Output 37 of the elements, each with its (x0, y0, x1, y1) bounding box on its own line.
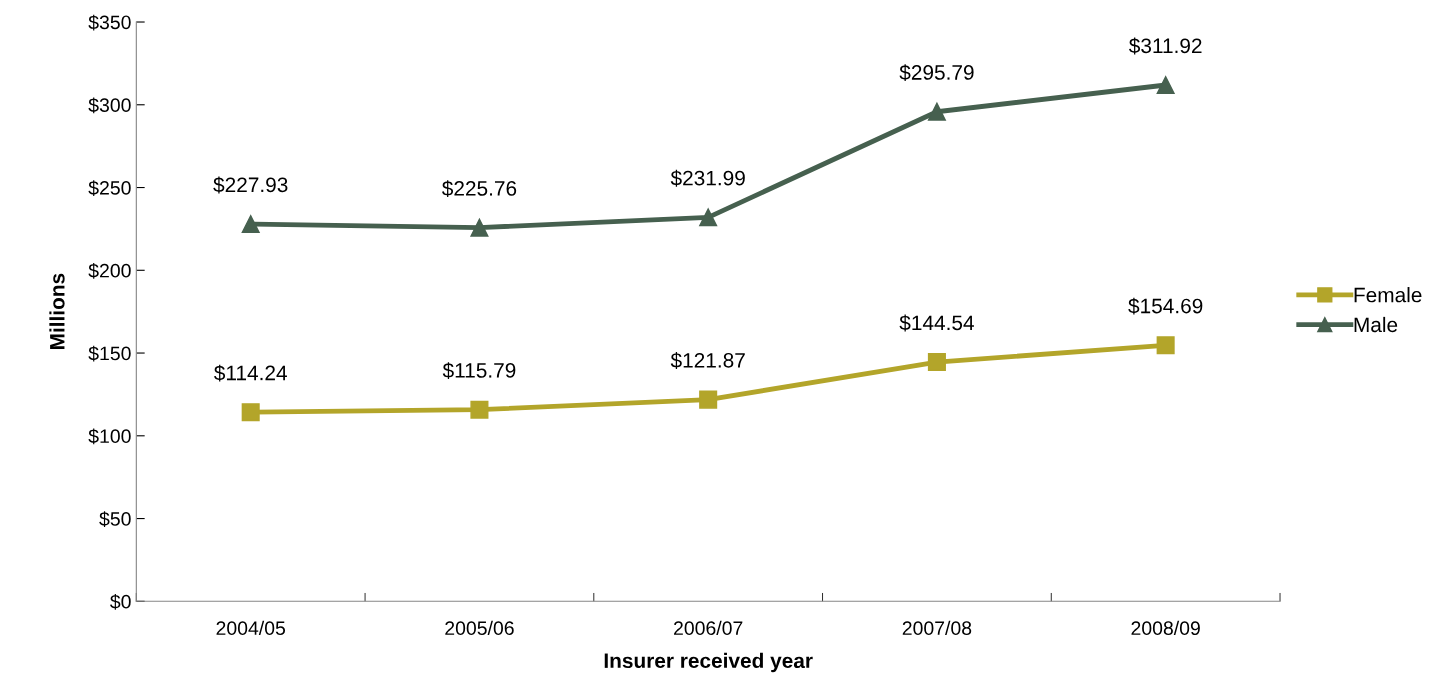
point (470, 400, 489, 419)
x-tick-label: 2007/08 (902, 620, 972, 636)
point (699, 390, 718, 409)
legend-label: Female (1354, 287, 1422, 303)
y-tick-label: $300 (88, 97, 131, 114)
point (1156, 336, 1175, 355)
point (241, 403, 260, 422)
y-tick-label: $50 (99, 511, 131, 527)
point (927, 353, 946, 372)
y-tick-label: $200 (88, 262, 131, 279)
x-axis-title: Insurer received year (604, 652, 813, 673)
x-tick-label: 2004/05 (216, 620, 286, 636)
data-label: $144.54 (899, 314, 974, 332)
data-label: $115.79 (442, 362, 516, 380)
legend-label: Male (1354, 316, 1398, 333)
point (699, 208, 718, 227)
y-tick-label: $150 (88, 345, 131, 362)
point (1156, 76, 1175, 95)
data-label: $154.69 (1128, 297, 1203, 315)
x-tick-label: 2008/09 (1131, 620, 1200, 636)
point (470, 218, 489, 237)
x-tick-label: 2006/07 (674, 620, 743, 636)
data-label: $227.93 (213, 176, 288, 194)
point (927, 102, 946, 121)
point (241, 215, 260, 234)
y-tick-label: $0 (110, 593, 131, 610)
data-label: $231.99 (670, 169, 745, 187)
y-axis-title: Millions (49, 273, 65, 350)
data-label: $121.87 (670, 352, 745, 369)
data-label: $311.92 (1128, 37, 1202, 55)
y-tick-label: $250 (88, 180, 131, 196)
data-label: $295.79 (899, 64, 974, 82)
data-label: $225.76 (442, 180, 517, 197)
x-tick-label: 2005/06 (445, 620, 514, 636)
y-tick-label: $350 (88, 14, 131, 31)
y-tick-label: $100 (88, 428, 131, 445)
data-label: $114.24 (214, 364, 287, 382)
